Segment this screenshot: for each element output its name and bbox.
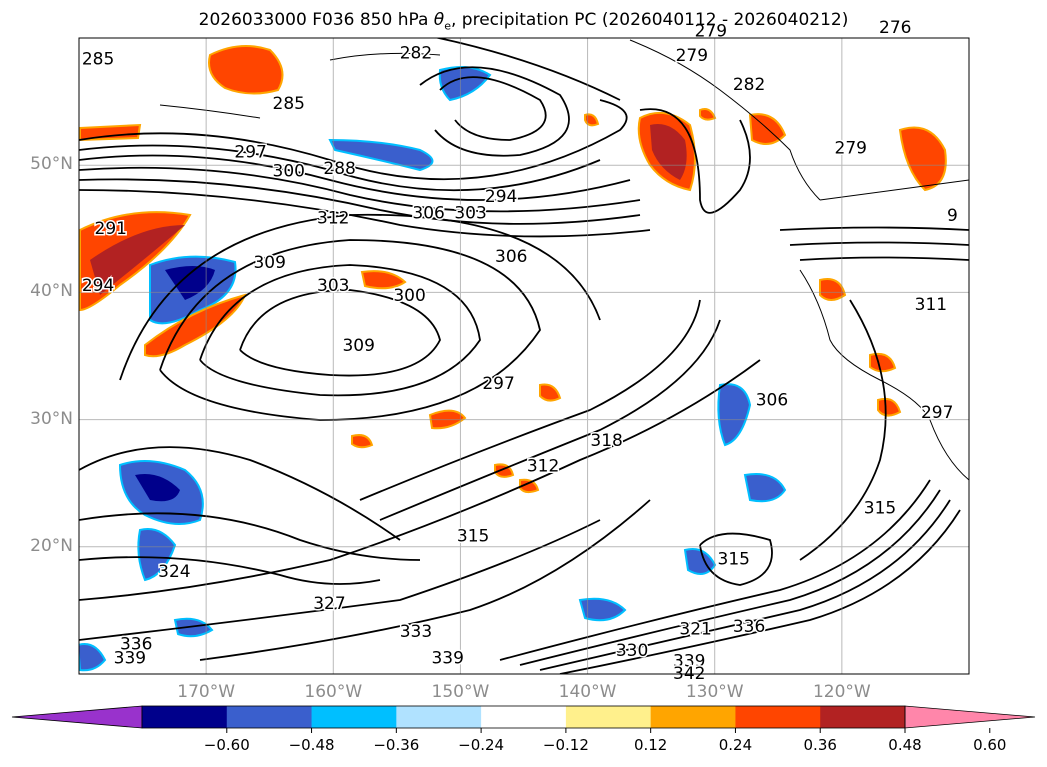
- lon-label: 160°W: [304, 682, 363, 702]
- colorbar-tick-label: 0.60: [973, 736, 1007, 754]
- lon-label: 170°W: [177, 682, 236, 702]
- contour-label: 279: [695, 22, 727, 42]
- contour-label: 327: [313, 594, 345, 614]
- contour-label: 294: [82, 276, 114, 296]
- contour-label: 291: [95, 219, 127, 239]
- colorbar-segment: [311, 706, 397, 728]
- colorbar-segment: [820, 706, 906, 728]
- contour-label: 309: [253, 253, 285, 273]
- colorbar-tick-label: −0.24: [458, 736, 505, 754]
- colorbar-tick-label: 0.36: [803, 736, 837, 754]
- contour-label: 276: [879, 18, 911, 38]
- contour-label: 300: [393, 286, 425, 306]
- contour-label: 297: [234, 142, 266, 162]
- coastlines: [159, 39, 969, 481]
- colorbar: [11, 705, 1036, 733]
- colorbar-extend-low: [11, 705, 143, 729]
- colorbar-segment: [650, 706, 736, 728]
- lon-label: 140°W: [558, 682, 617, 702]
- contour-label: 285: [273, 94, 305, 114]
- contour-label: 306: [495, 247, 527, 267]
- colorbar-tick-label: 0.48: [888, 736, 922, 754]
- contour-label: 315: [864, 499, 896, 519]
- colorbar-tick-label: −0.48: [288, 736, 335, 754]
- contour-label: 297: [482, 374, 514, 394]
- contour-label: 300: [273, 162, 305, 182]
- contour-label: 282: [733, 75, 765, 95]
- colorbar-segment: [396, 706, 482, 728]
- contour-label: 303: [317, 276, 349, 296]
- contour-label: 333: [400, 622, 432, 642]
- contour-label: 339: [673, 651, 705, 671]
- colorbar-tick-label: −0.12: [542, 736, 589, 754]
- colorbar-extend-high: [904, 705, 1036, 729]
- contour-label: 288: [323, 159, 355, 179]
- contour-label: 282: [400, 43, 432, 63]
- contour-label: 312: [527, 457, 559, 477]
- colorbar-segment: [565, 706, 652, 728]
- contour-label: 294: [485, 187, 517, 207]
- contour-label: 324: [158, 562, 190, 582]
- contour-label: 303: [454, 204, 486, 224]
- contour-label: 285: [82, 50, 114, 70]
- figure-title: 2026033000 F036 850 hPa θe, precipitatio…: [198, 10, 849, 33]
- contour-label: 297: [921, 403, 953, 423]
- colorbar-tick-label: 0.24: [718, 736, 753, 754]
- colorbar-segment: [142, 706, 228, 728]
- colorbar-tick-label: −0.36: [373, 736, 420, 754]
- contour-label: 306: [756, 391, 788, 411]
- contour-label: 306: [412, 204, 444, 224]
- contour-label: 9: [947, 206, 958, 226]
- contour-label: 312: [317, 209, 349, 229]
- contour-label: 315: [457, 527, 489, 547]
- lat-label: 50°N: [30, 154, 73, 175]
- contour-label: 318: [590, 431, 622, 451]
- lon-label: 130°W: [685, 682, 744, 702]
- contour-label: 311: [915, 295, 947, 315]
- contour-label: 339: [431, 649, 463, 669]
- contour-label: 279: [676, 46, 708, 66]
- contour-label: 336: [120, 635, 152, 655]
- lon-label: 150°W: [431, 682, 490, 702]
- contour-label: 309: [342, 336, 374, 356]
- colorbar-tick-label: −0.60: [203, 736, 250, 754]
- contour-label: 279: [835, 139, 867, 159]
- theta-subscript: e: [444, 19, 451, 33]
- graticule: [79, 38, 969, 674]
- contour-label: 315: [718, 550, 750, 570]
- precip-shading: [79, 45, 947, 672]
- theta-e-contours: [79, 38, 969, 674]
- lon-label: 120°W: [812, 682, 871, 702]
- lat-label: 20°N: [30, 535, 73, 556]
- theta-symbol: θ: [433, 10, 445, 30]
- colorbar-outline: [141, 705, 906, 729]
- contour-label: 339: [114, 649, 146, 669]
- map-frame: [78, 37, 970, 675]
- contour-label: 336: [733, 617, 765, 637]
- colorbar-segment: [735, 706, 821, 728]
- lat-label: 40°N: [30, 281, 73, 302]
- lat-label: 30°N: [30, 408, 73, 429]
- colorbar-segment: [481, 706, 567, 728]
- contour-label: 330: [616, 641, 648, 661]
- contour-label: 321: [679, 619, 711, 639]
- colorbar-tick-label: 0.12: [633, 736, 668, 754]
- colorbar-segment: [226, 706, 313, 728]
